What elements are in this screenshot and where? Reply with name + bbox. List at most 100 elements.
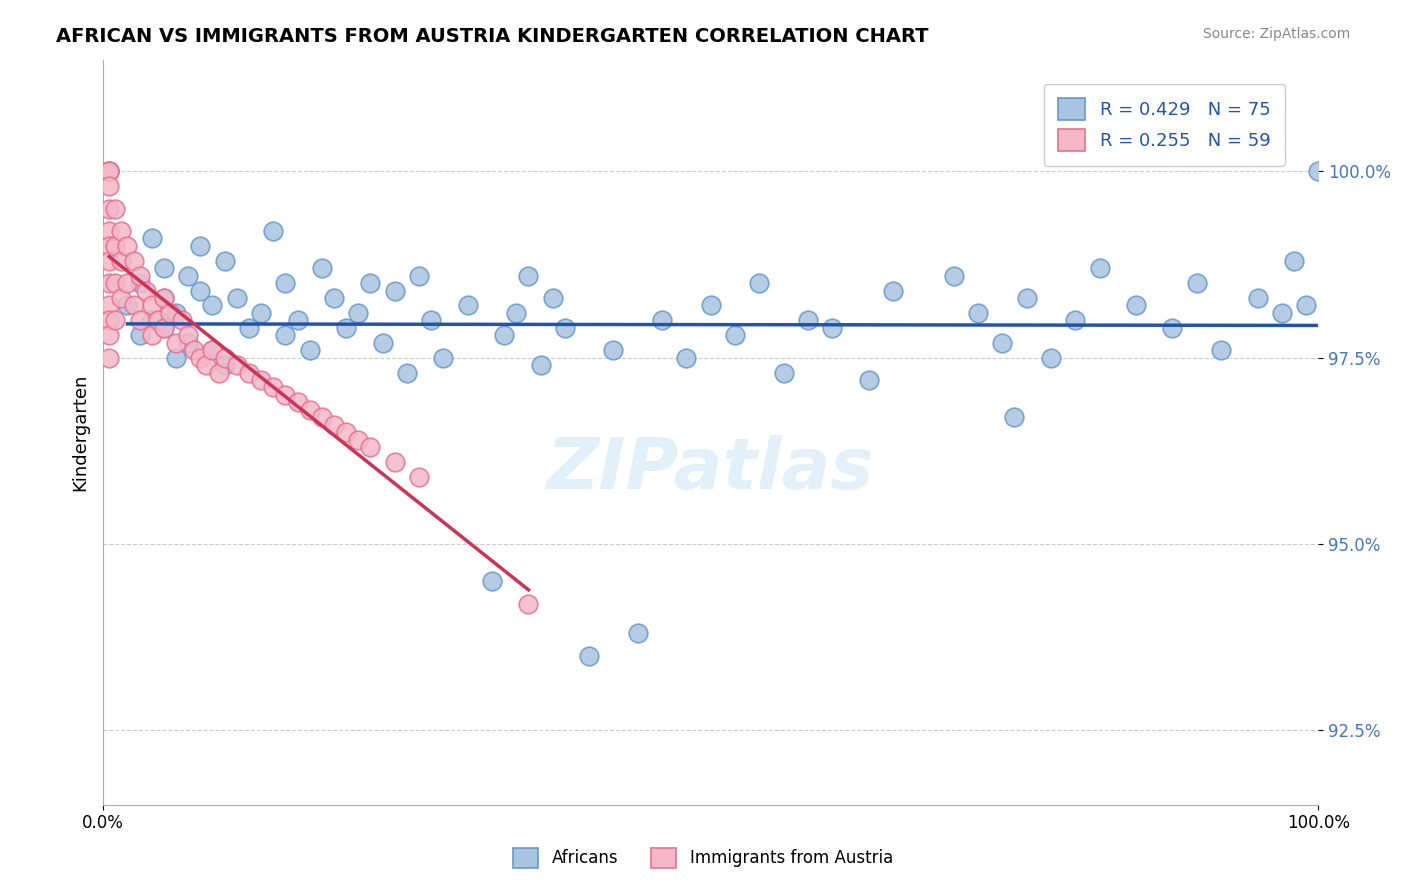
Point (298, 402, 321, 417)
Point (311, 410, 333, 425)
Text: ZIPatlas: ZIPatlas (547, 435, 875, 504)
Point (104, 239, 127, 253)
Point (110, 224, 132, 238)
Point (165, 306, 187, 320)
Legend: R = 0.429   N = 75, R = 0.255   N = 59: R = 0.429 N = 75, R = 0.255 N = 59 (1043, 84, 1285, 166)
Point (153, 291, 176, 305)
Point (858, 373, 880, 387)
Point (298, 343, 321, 358)
Point (207, 366, 229, 380)
Point (153, 291, 176, 305)
Point (359, 440, 381, 454)
Point (494, 328, 516, 343)
Point (651, 313, 673, 327)
Point (323, 417, 346, 432)
Point (153, 261, 176, 276)
Legend: Africans, Immigrants from Austria: Africans, Immigrants from Austria (506, 841, 900, 875)
Point (165, 351, 187, 365)
Point (110, 291, 132, 305)
Point (578, 648, 600, 663)
Y-axis label: Kindergarten: Kindergarten (72, 374, 89, 491)
Point (408, 268, 430, 283)
Point (395, 366, 418, 380)
Point (359, 276, 381, 290)
Point (457, 298, 479, 312)
Point (627, 626, 650, 640)
Point (772, 366, 794, 380)
Point (1088, 261, 1111, 276)
Point (238, 321, 260, 335)
Point (287, 313, 309, 327)
Point (481, 574, 503, 589)
Point (104, 276, 127, 290)
Point (347, 306, 370, 320)
Point (274, 388, 297, 402)
Point (98, 164, 121, 178)
Point (104, 313, 127, 327)
Point (128, 313, 150, 327)
Point (104, 202, 127, 216)
Point (98, 276, 121, 290)
Point (214, 253, 236, 268)
Point (335, 425, 357, 439)
Point (98, 313, 121, 327)
Point (1185, 276, 1208, 290)
Point (1271, 306, 1294, 320)
Point (177, 335, 200, 350)
Point (141, 298, 163, 312)
Point (188, 239, 211, 253)
Point (335, 321, 357, 335)
Point (287, 395, 309, 409)
Point (797, 313, 820, 327)
Point (172, 313, 194, 327)
Point (505, 306, 527, 320)
Point (195, 358, 218, 372)
Point (1295, 298, 1317, 312)
Point (432, 351, 454, 365)
Point (724, 328, 747, 343)
Point (128, 268, 150, 283)
Point (117, 298, 139, 312)
Point (699, 298, 721, 312)
Point (323, 291, 346, 305)
Point (122, 253, 145, 268)
Point (384, 455, 406, 469)
Point (517, 268, 540, 283)
Point (274, 276, 297, 290)
Point (371, 335, 394, 350)
Point (882, 284, 904, 298)
Point (110, 253, 132, 268)
Point (1004, 410, 1026, 425)
Point (942, 268, 965, 283)
Point (602, 343, 624, 358)
Point (214, 351, 236, 365)
Point (188, 351, 211, 365)
Point (201, 298, 224, 312)
Point (554, 321, 576, 335)
Point (98, 164, 121, 178)
Point (98, 164, 121, 178)
Point (821, 321, 844, 335)
Point (98, 328, 121, 343)
Text: AFRICAN VS IMMIGRANTS FROM AUSTRIA KINDERGARTEN CORRELATION CHART: AFRICAN VS IMMIGRANTS FROM AUSTRIA KINDE… (56, 27, 929, 45)
Point (408, 470, 430, 484)
Point (214, 358, 236, 372)
Point (250, 306, 273, 320)
Point (1246, 291, 1268, 305)
Point (153, 321, 176, 335)
Point (250, 373, 273, 387)
Point (98, 239, 121, 253)
Point (384, 284, 406, 298)
Point (1125, 298, 1147, 312)
Point (967, 306, 990, 320)
Point (117, 239, 139, 253)
Point (201, 343, 224, 358)
Point (98, 164, 121, 178)
Point (98, 253, 121, 268)
Point (188, 284, 211, 298)
Point (311, 261, 333, 276)
Point (177, 268, 200, 283)
Point (177, 328, 200, 343)
Point (1064, 313, 1087, 327)
Point (159, 306, 181, 320)
